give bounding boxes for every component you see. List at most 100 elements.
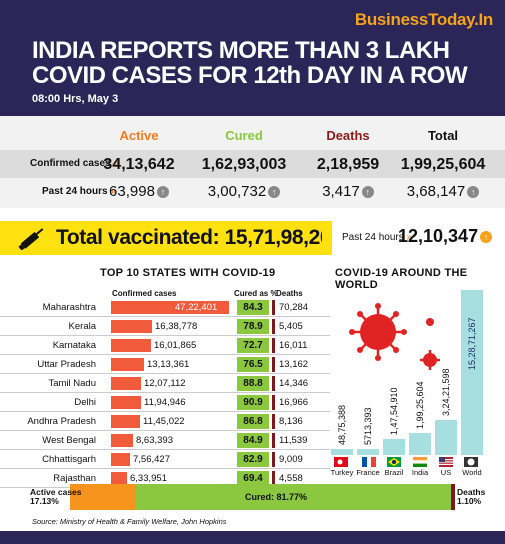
confirmed-total: 1,99,25,604 [400,156,486,173]
deaths-value: 14,346 [279,378,309,389]
country-label: US [440,468,452,477]
cases-bar [111,453,130,466]
confirmed-active: 34,13,642 [103,156,175,173]
confirmed-deaths: 2,18,959 [316,156,380,173]
deaths-marker [272,395,275,410]
world-value: 3,24,21,598 [441,368,451,416]
cases-bar [111,377,141,390]
state-row: Delhi 11,94,946 90.9 16,966 [0,393,330,412]
brazil-flag-icon [387,457,401,467]
cases-value: 8,63,393 [136,435,173,446]
state-name: Andhra Pradesh [27,416,96,427]
source-note: Source: Ministry of Health & Family Welf… [32,517,227,526]
confirmed-cured: 1,62,93,003 [201,156,287,173]
cases-bar [111,396,141,409]
state-name: Maharashtra [42,302,96,313]
cases-bar [111,358,144,371]
world-value: 48,75,388 [337,404,347,445]
deaths-marker [272,300,275,315]
cases-value: 11,94,946 [144,397,186,408]
state-row: West Bengal 8,63,393 84.9 11,539 [0,431,330,450]
state-row: Maharashtra 47,22,401 84.3 70,284 [0,298,330,317]
country-label: India [411,468,429,477]
syringe-icon [18,228,44,250]
outcome-segment [136,484,451,510]
deaths-value: 16,966 [279,397,309,408]
past24-active: 63,998 ↑ [84,183,194,200]
cases-bar [111,320,152,333]
cases-value: 16,38,778 [155,321,198,332]
brand-logo: BusinessToday.In [354,10,493,29]
cured-pct: 82.9 [237,452,269,467]
turkey-flag-icon [334,457,348,467]
cured-pct: 69.4 [237,471,269,486]
vaccination-bar: Total vaccinated: 15,71,98,207 Past 24 h… [0,221,505,255]
deaths-marker [272,452,275,467]
cases-value: 47,22,401 [175,302,218,313]
virus-icon [349,303,440,370]
world-value: 1,99,25,604 [415,381,425,429]
cured-pct: 84.3 [237,300,269,315]
deaths-value: 13,162 [279,359,309,370]
cases-bar [111,301,229,314]
state-row: Andhra Pradesh 11,45,022 86.8 8,136 [0,412,330,431]
country-label: Turkey [330,468,354,477]
world-bar [409,433,431,455]
states-chart-title: TOP 10 STATES WITH COVID-19 [100,267,276,279]
deaths-value: 11,539 [279,435,308,446]
france-flag-icon [362,457,376,467]
cured-pct: 86.8 [237,414,269,429]
deaths-marker [272,376,275,391]
cured-pct: 76.5 [237,357,269,372]
active-share-label: Active cases 17.13% [30,487,82,506]
state-row: Chhattisgarh 7,56,427 82.9 9,009 [0,450,330,469]
world-value: 15,28,71,267 [467,317,477,370]
deaths-value: 8,136 [279,416,303,427]
world-bar [461,290,483,455]
page-title: INDIA REPORTS MORE THAN 3 LAKH COVID CAS… [32,37,468,89]
deaths-value: 5,405 [279,321,303,332]
world-value: 1,47,54,910 [389,387,399,435]
past24-cured: 3,00,732 ↑ [189,183,299,200]
deaths-marker [272,414,275,429]
stats-panel: Active Cured Deaths Total Confirmed case… [0,116,505,208]
cases-bar [111,434,133,447]
states-header-deaths: Deaths [276,289,303,298]
cases-value: 11,45,022 [143,416,185,427]
cured-pct: 72.7 [237,338,269,353]
states-header-confirmed: Confirmed cases [112,289,177,298]
cases-value: 12,07,112 [144,378,186,389]
past24-deaths: 3,417 ↑ [293,183,403,200]
header-active: Active [119,128,159,143]
cured-pct: 78.9 [237,319,269,334]
state-row: Karnataka 16,01,865 72.7 16,011 [0,336,330,355]
vaccinated-past24: Past 24 hours » 12,10,347 ↑ [322,221,505,255]
country-label: France [356,468,380,477]
state-name: Karnataka [52,340,96,351]
deaths-marker [272,471,275,486]
header-deaths: Deaths [326,128,370,143]
world-bar [435,420,457,455]
state-name: Chhattisgarh [42,454,96,465]
cured-pct: 90.9 [237,395,269,410]
state-name: Delhi [74,397,96,408]
deaths-value: 4,558 [279,473,303,484]
deaths-value: 16,011 [279,340,308,351]
cases-value: 13,13,361 [147,359,190,370]
world-chart-title: COVID-19 AROUND THE WORLD [335,267,468,291]
outcome-bar: Active cases 17.13% Cured: 81.77% Deaths 1… [0,484,505,510]
states-header-cured: Cured as % [234,289,278,298]
vaccinated-past24-label: Past 24 hours » [342,232,413,243]
cases-bar [111,472,127,485]
us-flag-icon [439,457,453,467]
cases-value: 16,01,865 [154,340,197,351]
cases-value: 6,33,951 [130,473,167,484]
outcome-segment [451,484,455,510]
up-arrow-icon: ↑ [480,231,493,244]
state-name: Tamil Nadu [48,378,96,389]
deaths-value: 9,009 [279,454,303,465]
footer-band [0,531,505,544]
deaths-value: 70,284 [279,302,309,313]
india-flag-icon [413,457,427,467]
up-arrow-icon: ↑ [361,186,374,199]
